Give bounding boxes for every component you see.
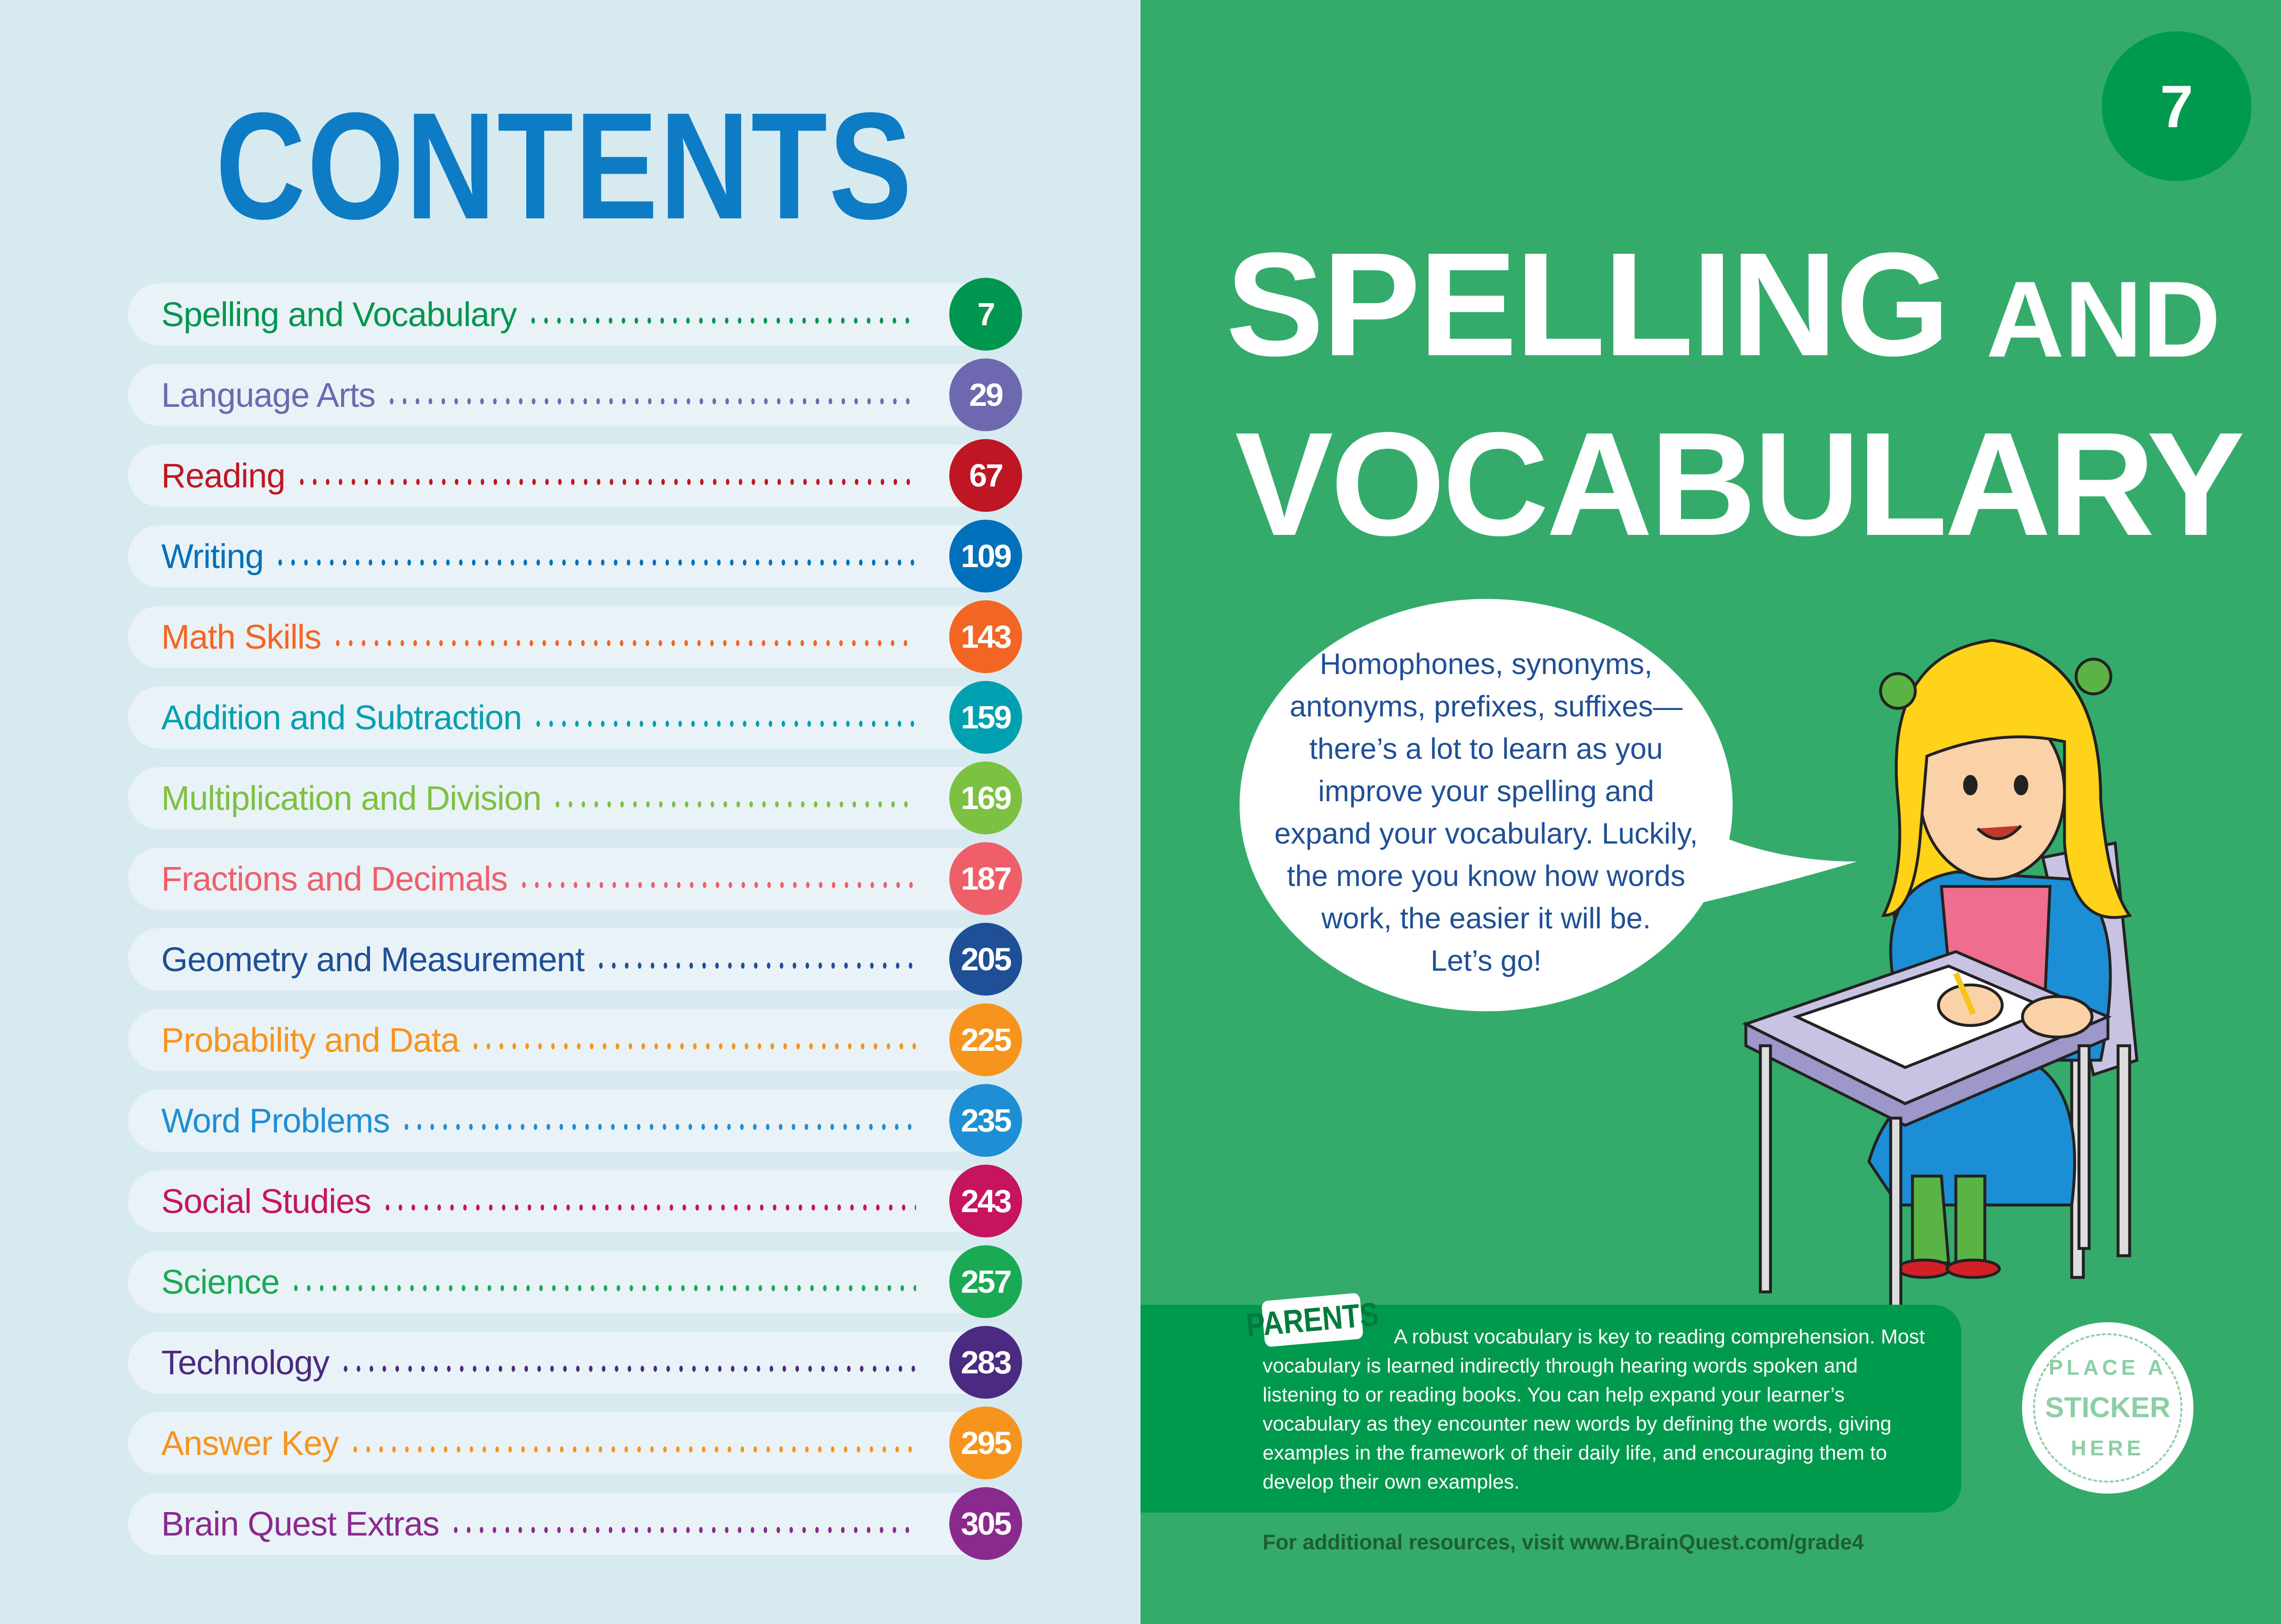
toc-item-label[interactable]: Brain Quest Extras — [161, 1505, 440, 1543]
dotted-leader — [449, 1526, 916, 1533]
dotted-leader — [295, 478, 916, 485]
speech-line: Homophones, synonyms, — [1319, 647, 1653, 680]
sticker-placeholder: PLACE A STICKER HERE — [2022, 1322, 2193, 1494]
dotted-leader — [532, 720, 916, 727]
toc-item-label[interactable]: Social Studies — [161, 1182, 371, 1220]
toc-page-number-badge[interactable]: 169 — [949, 762, 1022, 834]
toc-page-number-badge[interactable]: 67 — [949, 439, 1022, 512]
toc-row[interactable]: Addition and Subtraction 159 — [128, 681, 1022, 754]
toc-page-number-badge[interactable]: 187 — [949, 842, 1022, 915]
toc-item-label[interactable]: Answer Key — [161, 1424, 339, 1462]
chapter-title-line1: SPELLING — [1226, 222, 1950, 387]
toc-page-number-badge[interactable]: 225 — [949, 1003, 1022, 1076]
toc-page-number-badge[interactable]: 305 — [949, 1487, 1022, 1560]
speech-line: work, the easier it will be. — [1321, 902, 1651, 935]
toc-page-number-badge[interactable]: 143 — [949, 600, 1022, 673]
speech-line: antonyms, prefixes, suffixes— — [1289, 690, 1683, 723]
contents-title: CONTENTS — [215, 81, 914, 251]
toc-item-label[interactable]: Reading — [161, 457, 286, 495]
toc-row[interactable]: Answer Key 295 — [128, 1407, 1022, 1479]
dotted-leader — [381, 1204, 916, 1211]
toc-page-number-badge[interactable]: 283 — [949, 1326, 1022, 1399]
toc-item-label[interactable]: Language Arts — [161, 376, 376, 414]
contents-page: CONTENTS Spelling and Vocabulary 7 Languag… — [0, 0, 1140, 1624]
toc-row[interactable]: Writing 109 — [128, 520, 1022, 592]
dotted-leader — [469, 1043, 916, 1049]
toc-page-number-badge[interactable]: 295 — [949, 1407, 1022, 1479]
speech-line: there’s a lot to learn as you — [1309, 732, 1663, 765]
sticker-top-text: PLACE A — [2048, 1355, 2167, 1379]
toc-row[interactable]: Geometry and Measurement 205 — [128, 923, 1022, 996]
dotted-leader — [385, 398, 916, 405]
toc-item-label[interactable]: Geometry and Measurement — [161, 940, 585, 979]
speech-line: Let’s go! — [1430, 944, 1542, 977]
toc-page-number-badge[interactable]: 235 — [949, 1084, 1022, 1157]
toc-page-number-badge[interactable]: 159 — [949, 681, 1022, 754]
sticker-bottom-text: HERE — [2071, 1436, 2145, 1460]
toc-item-label[interactable]: Science — [161, 1263, 280, 1301]
toc-row[interactable]: Fractions and Decimals 187 — [128, 842, 1022, 915]
toc-row[interactable]: Technology 283 — [128, 1326, 1022, 1399]
sticker-middle-text: STICKER — [2045, 1392, 2171, 1424]
toc-item-label[interactable]: Spelling and Vocabulary — [161, 295, 517, 334]
dotted-leader — [594, 962, 916, 969]
speech-bubble-text: Homophones, synonyms, antonyms, prefixes,… — [1221, 643, 1751, 982]
dotted-leader — [400, 1123, 916, 1130]
parents-note-text: A robust vocabulary is key to reading co… — [1263, 1325, 1925, 1493]
chapter-title-and: AND — [1986, 258, 2221, 380]
toc-item-label[interactable]: Probability and Data — [161, 1021, 459, 1059]
toc-page-number-badge[interactable]: 257 — [949, 1245, 1022, 1318]
page-number-badge: 7 — [2102, 31, 2252, 181]
dotted-leader — [339, 1365, 916, 1372]
dotted-leader — [348, 1446, 916, 1453]
toc-row[interactable]: Spelling and Vocabulary 7 — [128, 278, 1022, 351]
girl-at-desk-illustration — [1742, 639, 2139, 1307]
chapter-title-line2: VOCABULARY — [1235, 401, 2245, 566]
toc-row[interactable]: Reading 67 — [128, 439, 1022, 512]
toc-item-label[interactable]: Word Problems — [161, 1102, 390, 1140]
toc-item-label[interactable]: Multiplication and Division — [161, 779, 541, 817]
speech-line: improve your spelling and — [1318, 774, 1654, 808]
speech-line: expand your vocabulary. Luckily, — [1274, 817, 1698, 850]
toc-page-number-badge[interactable]: 29 — [949, 358, 1022, 431]
toc-page-number-badge[interactable]: 205 — [949, 923, 1022, 996]
toc-item-label[interactable]: Technology — [161, 1343, 329, 1382]
toc-item-label[interactable]: Addition and Subtraction — [161, 698, 522, 737]
dotted-leader — [527, 317, 916, 324]
dotted-leader — [331, 639, 916, 646]
sticker-dashed-ring — [2033, 1333, 2182, 1483]
toc-row[interactable]: Brain Quest Extras 305 — [128, 1487, 1022, 1560]
dotted-leader — [517, 881, 916, 888]
dotted-leader — [273, 559, 916, 566]
toc-row[interactable]: Language Arts 29 — [128, 358, 1022, 431]
toc-page-number-badge[interactable]: 7 — [949, 278, 1022, 351]
toc-row[interactable]: Social Studies 243 — [128, 1165, 1022, 1237]
speech-line: the more you know how words — [1287, 859, 1686, 892]
toc-row[interactable]: Multiplication and Division 169 — [128, 762, 1022, 834]
toc-row[interactable]: Word Problems 235 — [128, 1084, 1022, 1157]
toc-page-number-badge[interactable]: 109 — [949, 520, 1022, 592]
toc-item-label[interactable]: Fractions and Decimals — [161, 860, 508, 898]
toc-row[interactable]: Math Skills 143 — [128, 600, 1022, 673]
footer-resources-link[interactable]: For additional resources, visit www.Brai… — [1263, 1530, 1864, 1554]
dotted-leader — [551, 801, 916, 808]
toc-row[interactable]: Science 257 — [128, 1245, 1022, 1318]
speech-bubble — [1240, 599, 1733, 1011]
toc-page-number-badge[interactable]: 243 — [949, 1165, 1022, 1237]
toc-item-label[interactable]: Math Skills — [161, 618, 322, 656]
dotted-leader — [289, 1284, 916, 1291]
toc-item-label[interactable]: Writing — [161, 537, 264, 575]
toc-row[interactable]: Probability and Data 225 — [128, 1003, 1022, 1076]
